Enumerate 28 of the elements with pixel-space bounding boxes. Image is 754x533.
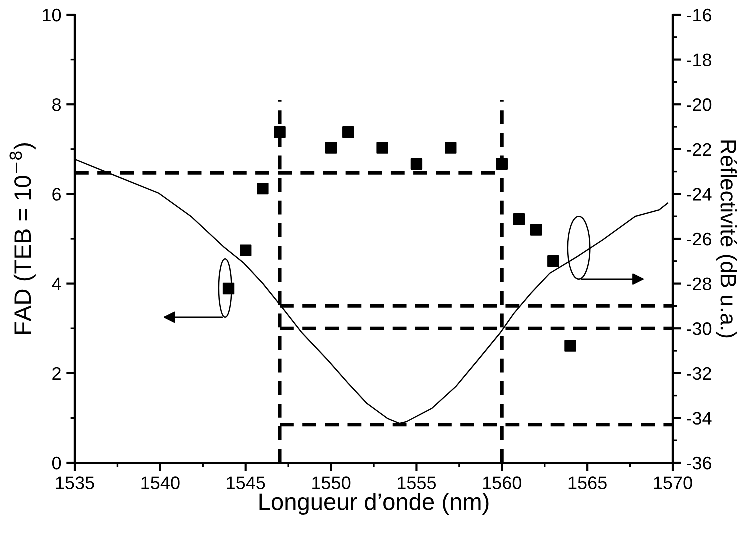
y-tick-label: 8 — [52, 98, 62, 112]
x-tick-label: 1565 — [568, 476, 607, 490]
y-tick-label: 2 — [52, 367, 61, 380]
y-tick-label: 0 — [52, 456, 62, 470]
x-tick-label: 1540 — [142, 476, 180, 490]
x-tick-label: 1545 — [227, 476, 266, 490]
y-tick-label: 4 — [52, 278, 62, 290]
y2-tick-label: -34 — [686, 412, 712, 425]
x-tick-label: 1570 — [654, 476, 692, 490]
y2-tick-label: -24 — [686, 188, 712, 201]
x-tick-label: 1555 — [398, 476, 436, 490]
y2-tick-label: -20 — [686, 98, 712, 112]
y2-tick-label: -22 — [686, 143, 712, 156]
x-axis-title: Longueur d’onde (nm) — [260, 493, 489, 516]
y2-axis-title: Réflectivité (dB u.a.) — [716, 140, 738, 338]
x-tick-label: 1560 — [483, 476, 522, 490]
y2-tick-label: -30 — [686, 322, 712, 336]
x-tick-label: 1535 — [56, 476, 94, 490]
y2-tick-label: -18 — [686, 54, 712, 67]
y2-tick-label: -26 — [686, 232, 712, 246]
y2-tick-label: -36 — [686, 456, 712, 470]
y-tick-label: 6 — [52, 188, 62, 201]
y2-tick-label: -16 — [686, 8, 712, 22]
y2-tick-label: -28 — [686, 278, 712, 291]
y-tick-label: 10 — [43, 8, 62, 22]
x-tick-label: 1550 — [312, 476, 351, 490]
y-axis-title: FAD (TEB = 10$^{−8}$) — [10, 144, 36, 334]
y2-tick-label: -32 — [686, 367, 712, 380]
